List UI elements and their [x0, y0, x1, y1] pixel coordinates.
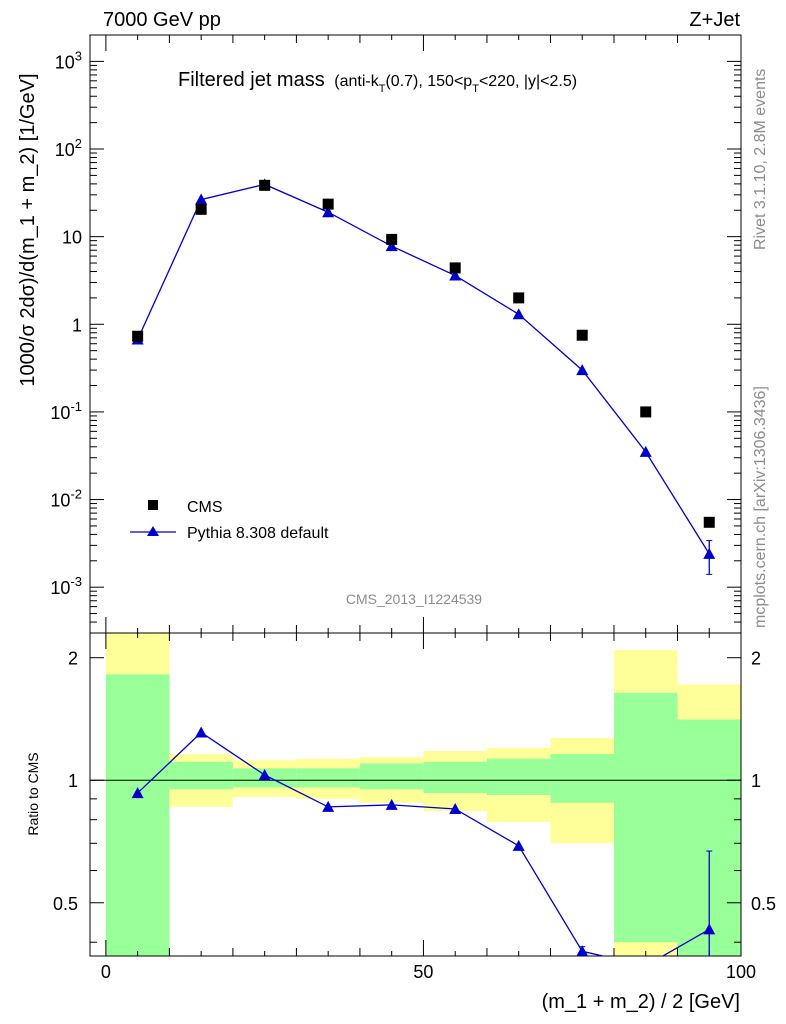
ratio-y-axis-label: Ratio to CMS: [25, 752, 41, 835]
energy-label: 7000 GeV pp: [103, 9, 221, 31]
x-tick-label: 50: [413, 962, 433, 982]
pythia-point: [449, 269, 462, 281]
ratio-point: [131, 787, 144, 799]
ratio-point: [258, 769, 271, 781]
mcplots-info: mcplots.cern.ch [arXiv:1306.3436]: [752, 386, 769, 628]
ratio-point: [195, 726, 208, 738]
cms-point: [640, 406, 652, 418]
main-y-tick-label: 1: [72, 315, 82, 335]
axis-tick-labels: 10-3 10-2 10-1 1 10 102 103 0.5 0.5 1 1 2 2 0 50 100: [50, 48, 776, 982]
pythia-point: [639, 445, 652, 457]
cms-point: [322, 198, 334, 210]
ratio-plot-data: [131, 726, 716, 971]
ratio-point: [322, 800, 335, 812]
cms-point: [513, 292, 525, 304]
ratio-y-tick-label-left: 0.5: [53, 894, 78, 914]
ratio-band-green-6: [486, 758, 551, 795]
legend: CMS Pythia 8.308 default: [130, 499, 329, 542]
ratio-y-tick-label-left: 2: [68, 649, 78, 669]
ratio-band-green-7: [550, 754, 614, 803]
main-y-tick-label: 103: [55, 48, 82, 72]
y-axis-label: 1000/σ 2dσ)/d(m_1 + m_2) [1/GeV]: [17, 73, 39, 386]
pythia-point: [703, 547, 716, 559]
legend-pythia-label: Pythia 8.308 default: [187, 525, 329, 542]
main-y-tick-label: 10-1: [50, 399, 82, 423]
cms-point: [576, 329, 588, 341]
ratio-y-tick-label-left: 1: [68, 771, 78, 791]
pythia-line: [137, 183, 710, 555]
legend-cms-marker: [148, 500, 158, 510]
x-tick-label: 100: [726, 962, 756, 982]
rivet-info: Rivet 3.1.10, 2.8M events: [752, 69, 769, 250]
analysis-watermark: CMS_2013_I1224539: [346, 591, 482, 607]
pythia-point: [195, 193, 208, 205]
pythia-point: [512, 308, 525, 320]
ratio-point: [512, 839, 525, 851]
cms-point: [195, 203, 207, 215]
chart-title: Filtered jet mass (anti-kT(0.7), 150<pT<…: [178, 69, 577, 95]
main-y-tick-label: 10-2: [50, 487, 82, 511]
main-plot-data: [131, 178, 716, 575]
cms-point: [259, 179, 271, 191]
cms-point: [449, 262, 461, 274]
legend-cms-label: CMS: [187, 499, 223, 516]
chart-title-sub: (anti-kT(0.7), 150<pT<220, |y|<2.5): [334, 73, 577, 95]
x-axis-label: (m_1 + m_2) / 2 [GeV]: [542, 991, 740, 1013]
ratio-point: [449, 802, 462, 814]
ratio-point: [703, 923, 716, 935]
process-label: Z+Jet: [689, 9, 740, 31]
ratio-y-tick-label-right: 0.5: [751, 894, 776, 914]
legend-pythia-marker: [147, 526, 159, 536]
cms-point: [386, 233, 398, 245]
ratio-band-green-4: [359, 763, 424, 790]
axis-ticks: [90, 34, 742, 956]
ratio-point: [385, 798, 398, 810]
x-tick-label: 0: [101, 962, 111, 982]
cms-point: [132, 330, 144, 342]
chart-title-main: Filtered jet mass: [178, 69, 325, 91]
ratio-band-green-8: [613, 692, 678, 943]
cms-point: [703, 516, 715, 528]
ratio-y-tick-label-right: 1: [751, 771, 761, 791]
ratio-line: [137, 731, 710, 956]
pythia-point: [322, 206, 335, 218]
ratio-point: [576, 945, 589, 956]
ratio-bands: [105, 633, 741, 956]
ratio-band-green-1: [169, 761, 233, 790]
main-y-tick-label: 10: [62, 228, 82, 248]
ratio-band-green-3: [296, 768, 360, 788]
pythia-point: [576, 364, 589, 376]
main-y-tick-label: 10-3: [50, 574, 82, 598]
ratio-band-green-5: [423, 761, 487, 794]
ratio-y-tick-label-right: 2: [751, 649, 761, 669]
ratio-plot-frame: [89, 632, 742, 957]
ratio-point: [640, 960, 652, 971]
ratio-band-green-0: [105, 674, 170, 956]
pythia-point: [385, 240, 398, 252]
main-plot-frame: [89, 34, 742, 634]
main-y-tick-label: 102: [55, 136, 82, 160]
